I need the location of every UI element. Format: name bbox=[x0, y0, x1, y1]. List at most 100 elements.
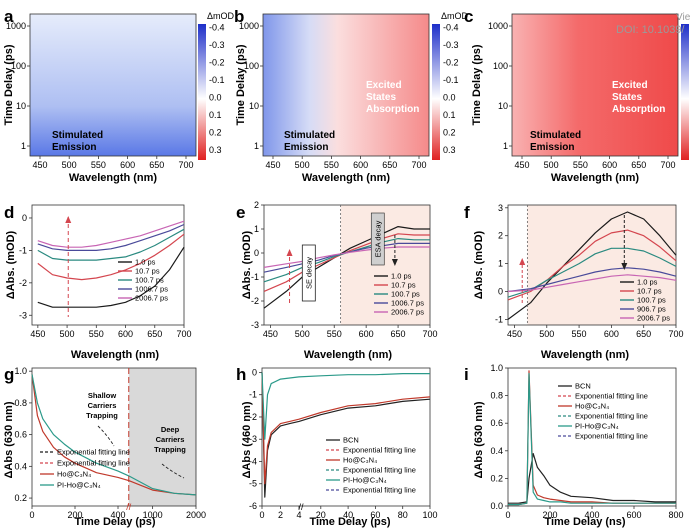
axes-frame bbox=[511, 13, 679, 157]
watermark: Vie DOI: 10.1039/ bbox=[616, 12, 691, 36]
y-axis-label: Time Delay (ps) bbox=[235, 44, 247, 125]
panel-h: h Time Delay (ps) ΔAbs (460 nm) 0 -1 -2 -3 -… bbox=[236, 365, 438, 528]
x-tick-label: 40 bbox=[343, 510, 353, 520]
legend-label: 2006.7 ps bbox=[135, 294, 168, 303]
series-line-4 bbox=[507, 267, 677, 293]
shaded-region bbox=[527, 205, 676, 325]
y-tick-label: 2 bbox=[498, 231, 503, 241]
x-tick-label: 650 bbox=[147, 329, 162, 339]
x-tick-label: 700 bbox=[411, 160, 426, 170]
y-tick-label: 1000 bbox=[6, 21, 26, 31]
panel-label: b bbox=[234, 7, 244, 26]
series-line-3 bbox=[507, 247, 677, 298]
x-tick-label: 450 bbox=[514, 160, 529, 170]
axes-frame bbox=[31, 367, 197, 507]
x-tick-label: 550 bbox=[327, 329, 342, 339]
colorbar-tick-label: -0.3 bbox=[209, 40, 225, 50]
legend-label: Ho@C₃N₄ bbox=[343, 456, 377, 465]
panel-c: c Stimulated Emission Excited States Abs… bbox=[464, 7, 689, 184]
y-tick-label: -6 bbox=[249, 501, 257, 511]
x-tick-label: 500 bbox=[62, 160, 77, 170]
y-tick-label: -3 bbox=[251, 320, 259, 330]
watermark-line2: DOI: 10.1039/ bbox=[616, 24, 685, 36]
x-axis-label: Wavelength (nm) bbox=[551, 172, 640, 184]
esa-decay-box bbox=[370, 212, 385, 266]
series-line-1 bbox=[37, 246, 185, 308]
x-tick-label: 600 bbox=[353, 160, 368, 170]
annotation-line1: Stimulated bbox=[530, 130, 581, 141]
y-tick-label: 1 bbox=[21, 141, 26, 151]
x-tick-label: 600 bbox=[120, 160, 135, 170]
annotation-line3: Absorption bbox=[612, 104, 665, 115]
legend-label: 1.0 ps bbox=[391, 272, 412, 281]
axis-break-mark: // bbox=[126, 502, 132, 512]
axes-frame bbox=[261, 367, 431, 507]
axis-break-mark: // bbox=[298, 502, 304, 512]
colorbar-tick-label: -0.2 bbox=[443, 58, 459, 68]
panel-e: e Wavelength (nm) ΔAbs. (mOD) 2 1 0 -1 -2 -3 4… bbox=[236, 200, 438, 361]
y-axis-label: Time Delay (ps) bbox=[3, 44, 15, 125]
y-tick-label: 0.6 bbox=[14, 430, 27, 440]
axes-frame bbox=[262, 13, 430, 157]
colorbar-tick-label: 0.1 bbox=[209, 110, 222, 120]
annotation-line3: Absorption bbox=[366, 104, 419, 115]
esa-decay-label: ESA decay bbox=[373, 220, 382, 257]
y-tick-label: 1 bbox=[254, 141, 259, 151]
axes-frame bbox=[507, 204, 677, 326]
y-tick-label: 0 bbox=[498, 287, 503, 297]
shallow-trap-label: Shallow bbox=[88, 391, 117, 400]
series-line-2 bbox=[31, 374, 197, 496]
x-tick-label: 400 bbox=[584, 510, 599, 520]
colorbar-title: ΔmOD bbox=[207, 11, 235, 21]
legend-label: Exponential fitting line bbox=[57, 459, 130, 468]
legend-label: BCN bbox=[575, 382, 591, 391]
legend-label: PI-Ho@C₃N₄ bbox=[343, 476, 387, 485]
x-tick-label: 200 bbox=[67, 510, 82, 520]
legend-label: Exponential fitting line bbox=[343, 486, 416, 495]
y-tick-label: 10 bbox=[16, 101, 26, 111]
x-tick-label: 650 bbox=[149, 160, 164, 170]
x-tick-label: 500 bbox=[60, 329, 75, 339]
se-decay-box bbox=[301, 244, 316, 302]
axes-frame bbox=[31, 204, 185, 326]
y-tick-label: -1 bbox=[251, 272, 259, 282]
x-tick-label: 500 bbox=[295, 329, 310, 339]
y-tick-label: -5 bbox=[249, 479, 257, 489]
colorbar-tick-label: 0.3 bbox=[443, 145, 456, 155]
arrow-head bbox=[286, 249, 293, 256]
y-tick-label: -2 bbox=[19, 278, 27, 288]
legend-label: 1.0 ps bbox=[135, 258, 156, 267]
arrow-head bbox=[621, 263, 628, 270]
x-tick-label: 800 bbox=[668, 510, 683, 520]
x-tick-label: 1000 bbox=[143, 510, 163, 520]
panel-label: g bbox=[4, 365, 14, 384]
x-tick-label: 0 bbox=[505, 510, 510, 520]
x-tick-label: 650 bbox=[636, 329, 651, 339]
watermark-line1: Vie bbox=[676, 12, 691, 23]
legend-label: 100.7 ps bbox=[135, 276, 164, 285]
legend-label: BCN bbox=[343, 436, 359, 445]
y-tick-label: 0.6 bbox=[490, 418, 503, 428]
y-tick-label: 0 bbox=[254, 248, 259, 258]
y-tick-label: 1.0 bbox=[14, 366, 27, 376]
x-tick-label: 700 bbox=[178, 160, 193, 170]
series-line-1 bbox=[263, 226, 430, 309]
series-line-3 bbox=[37, 228, 185, 261]
y-tick-label: -1 bbox=[495, 314, 503, 324]
panel-f: f Wavelength (nm) ΔAbs. (mOD) 3 2 1 0 -1 450 5… bbox=[464, 203, 684, 361]
colorbar-gradient bbox=[432, 24, 440, 160]
colorbar-b: ΔmOD -0.4 -0.3 -0.2 -0.1 0.0 0.1 0.2 0.3 bbox=[432, 11, 469, 160]
y-tick-label: 100 bbox=[244, 61, 259, 71]
series-line-2 bbox=[37, 233, 185, 281]
panel-label: h bbox=[236, 365, 246, 384]
legend-label: 10.7 ps bbox=[135, 267, 160, 276]
shaded-region bbox=[340, 205, 430, 325]
x-tick-label: 450 bbox=[265, 160, 280, 170]
legend-label: Exponential fitting line bbox=[57, 448, 130, 457]
colorbar-tick-label: 0.0 bbox=[209, 93, 222, 103]
series-line-1 bbox=[507, 211, 677, 320]
y-tick-label: -1 bbox=[249, 390, 257, 400]
panel-label: d bbox=[4, 203, 14, 222]
x-tick-label: 80 bbox=[398, 510, 408, 520]
annotation-line2: States bbox=[366, 92, 396, 103]
